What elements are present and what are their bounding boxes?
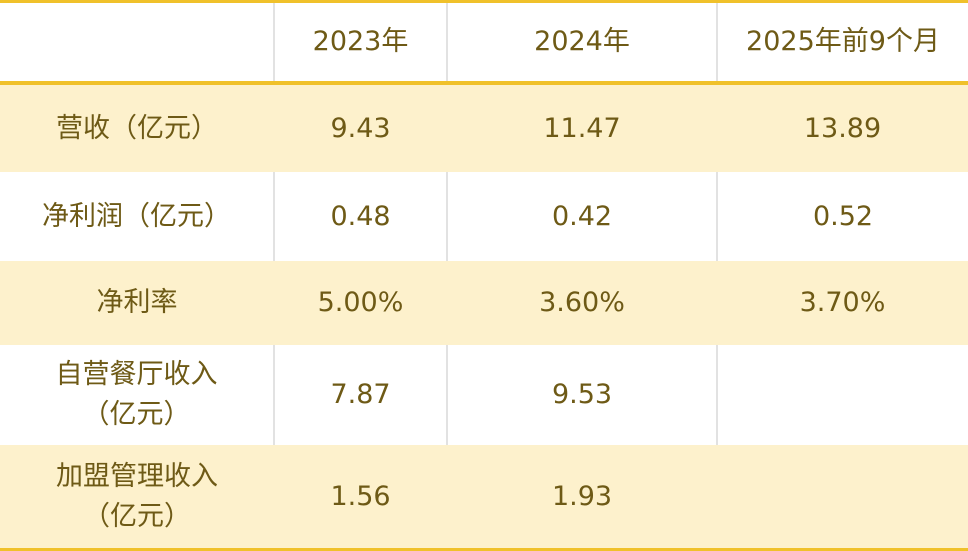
cell: 1.93 — [447, 445, 717, 551]
header-cell: 2023年 — [273, 0, 447, 86]
row-label: 净利润（亿元） — [0, 172, 274, 261]
row-label-text: 自营餐厅收入（亿元） — [55, 359, 218, 431]
table-row: 净利润（亿元） 0.48 0.42 0.52 — [0, 172, 968, 261]
cell — [717, 445, 968, 551]
cell: 1.56 — [274, 445, 447, 551]
row-label: 营收（亿元） — [0, 83, 274, 173]
table-row: 加盟管理收入（亿元） 1.56 1.93 — [0, 445, 968, 551]
header-row: 2023年 2024年 2025年前9个月 — [0, 0, 968, 86]
row-label: 自营餐厅收入（亿元） — [0, 344, 274, 446]
cell: 7.87 — [273, 344, 447, 446]
cell — [716, 344, 968, 446]
cell: 13.89 — [717, 83, 968, 173]
row-label: 加盟管理收入（亿元） — [0, 445, 274, 551]
cell: 0.42 — [446, 172, 717, 261]
cell: 3.70% — [717, 260, 968, 345]
table-row: 净利率 5.00% 3.60% 3.70% — [0, 260, 968, 345]
table-row: 自营餐厅收入（亿元） 7.87 9.53 — [0, 344, 968, 446]
table-row: 营收（亿元） 9.43 11.47 13.89 — [0, 83, 968, 173]
cell: 0.48 — [273, 172, 447, 261]
header-cell: 2024年 — [446, 0, 717, 86]
row-label-text: 加盟管理收入（亿元） — [56, 460, 218, 532]
header-cell: 2025年前9个月 — [716, 0, 968, 86]
cell: 5.00% — [274, 260, 447, 345]
cell: 9.53 — [446, 344, 717, 446]
cell: 0.52 — [716, 172, 968, 261]
cell: 9.43 — [274, 83, 447, 173]
row-label: 净利率 — [0, 260, 274, 345]
header-cell — [0, 0, 274, 86]
cell: 11.47 — [447, 83, 717, 173]
cell: 3.60% — [447, 260, 717, 345]
